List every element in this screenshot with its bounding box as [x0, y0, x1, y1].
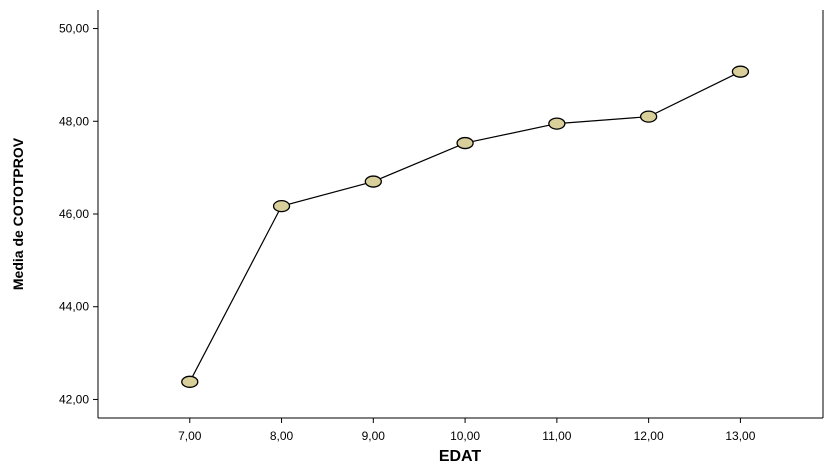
- y-tick-label: 46,00: [59, 207, 89, 221]
- y-tick-label: 50,00: [59, 22, 89, 36]
- x-tick-label: 13,00: [725, 429, 755, 443]
- data-point-marker: [731, 65, 750, 78]
- data-point-marker: [272, 199, 291, 213]
- data-point-marker: [181, 375, 199, 388]
- data-point-marker: [548, 117, 566, 130]
- y-tick-label: 42,00: [59, 392, 89, 406]
- x-tick-label: 8,00: [270, 429, 294, 443]
- y-tick-label: 44,00: [59, 300, 89, 314]
- data-point-marker: [456, 136, 474, 150]
- series-group: [181, 65, 750, 388]
- x-tick-label: 9,00: [362, 429, 386, 443]
- x-axis-title: EDAT: [439, 448, 482, 465]
- y-tick-label: 48,00: [59, 114, 89, 128]
- series-line: [189, 71, 741, 383]
- x-axis-ticks: 7,00 8,00 9,00 10,00 11,00 12,00 13,00: [178, 418, 756, 443]
- plot-area: [97, 10, 824, 419]
- data-point-marker: [364, 175, 382, 188]
- y-axis-title: Media de COTOTPROV: [10, 137, 26, 290]
- x-tick-label: 7,00: [178, 429, 202, 443]
- x-tick-label: 10,00: [450, 429, 480, 443]
- x-tick-label: 11,00: [542, 429, 571, 443]
- y-axis-ticks: 42,00 44,00 46,00 48,00 50,00: [59, 22, 98, 406]
- x-tick-label: 12,00: [634, 429, 664, 443]
- data-point-marker: [639, 110, 658, 123]
